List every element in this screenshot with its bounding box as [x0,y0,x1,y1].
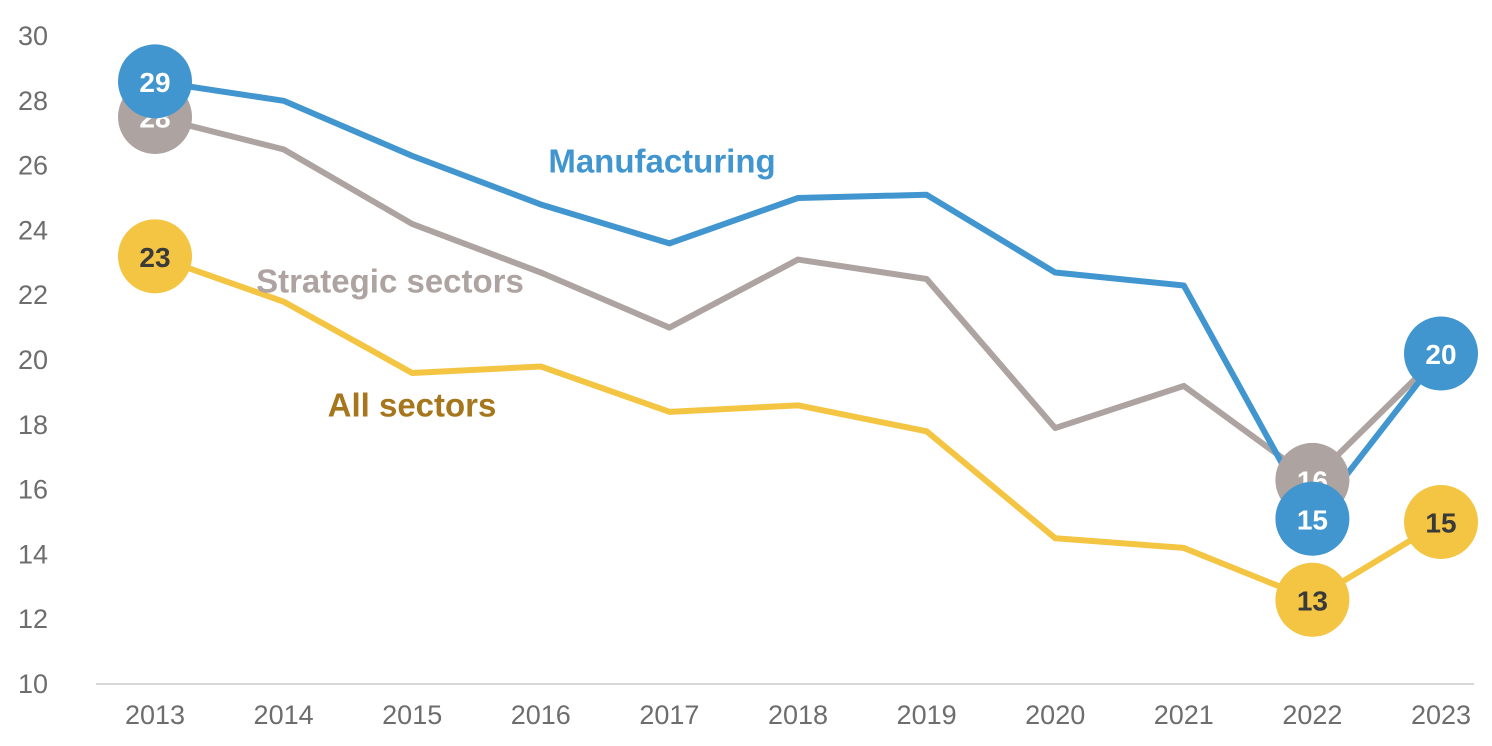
y-tick-label-10: 10 [18,669,48,699]
x-tick-label-2023: 2023 [1411,700,1471,730]
series-lines [152,78,1444,603]
marker-circle [1275,481,1350,556]
series-label-all-sectors: All sectors [328,387,497,424]
y-tick-label-14: 14 [18,539,48,569]
y-tick-label-22: 22 [18,280,48,310]
marker-circle [1404,316,1478,391]
x-tick-label-2017: 2017 [639,700,699,730]
marker-circle [1404,485,1478,559]
series-label-manufacturing: Manufacturing [548,143,775,180]
marker-circle [118,219,192,294]
marker-value-label: 23 [139,242,170,273]
y-tick-label-12: 12 [18,604,48,634]
marker-value-label: 15 [1425,508,1456,539]
marker-circle [1275,562,1350,637]
y-axis-ticks: 10 12 14 16 18 20 22 24 26 28 30 [18,21,48,699]
series-line-strategic-sectors [152,114,1444,483]
y-tick-label-16: 16 [18,475,48,505]
series-markers: 2313152816291520 [118,44,1478,637]
marker-all-sectors-2013: 23 [118,219,192,294]
x-axis-ticks: 2013 2014 2015 2016 2017 2018 2019 2020 2021 2022… [125,700,1471,730]
marker-value-label: 20 [1425,339,1456,370]
x-tick-label-2018: 2018 [768,700,828,730]
series-line-manufacturing [152,78,1444,522]
marker-manufacturing-2023: 20 [1404,316,1478,391]
series-label-strategic-sectors: Strategic sectors [256,263,524,300]
marker-manufacturing-2013: 29 [118,44,192,119]
marker-circle [118,44,192,119]
y-tick-label-20: 20 [18,345,48,375]
marker-value-label: 15 [1297,504,1328,535]
x-tick-label-2021: 2021 [1154,700,1214,730]
series-line-all-sectors [152,253,1444,603]
y-tick-label-18: 18 [18,410,48,440]
marker-value-label: 13 [1297,585,1328,616]
marker-manufacturing-2022: 15 [1275,481,1350,556]
series-labels: Manufacturing Strategic sectors All sector… [256,143,776,424]
x-tick-label-2022: 2022 [1282,700,1342,730]
marker-all-sectors-2022: 13 [1275,562,1350,637]
y-tick-label-28: 28 [18,86,48,116]
x-tick-label-2016: 2016 [511,700,571,730]
marker-value-label: 29 [139,67,170,98]
x-tick-label-2019: 2019 [897,700,957,730]
x-tick-label-2014: 2014 [254,700,314,730]
y-tick-label-26: 26 [18,151,48,181]
x-tick-label-2013: 2013 [125,700,185,730]
y-tick-label-24: 24 [18,215,48,245]
x-tick-label-2020: 2020 [1025,700,1085,730]
x-tick-label-2015: 2015 [382,700,442,730]
marker-all-sectors-2023: 15 [1404,485,1478,559]
y-tick-label-30: 30 [18,21,48,51]
